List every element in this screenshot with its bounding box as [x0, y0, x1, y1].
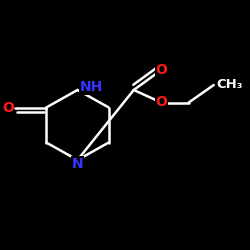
Text: O: O: [2, 100, 14, 114]
Text: O: O: [155, 63, 167, 77]
Text: CH₃: CH₃: [217, 78, 243, 92]
Text: N: N: [72, 157, 83, 171]
Text: O: O: [155, 96, 167, 110]
Text: NH: NH: [80, 80, 103, 94]
